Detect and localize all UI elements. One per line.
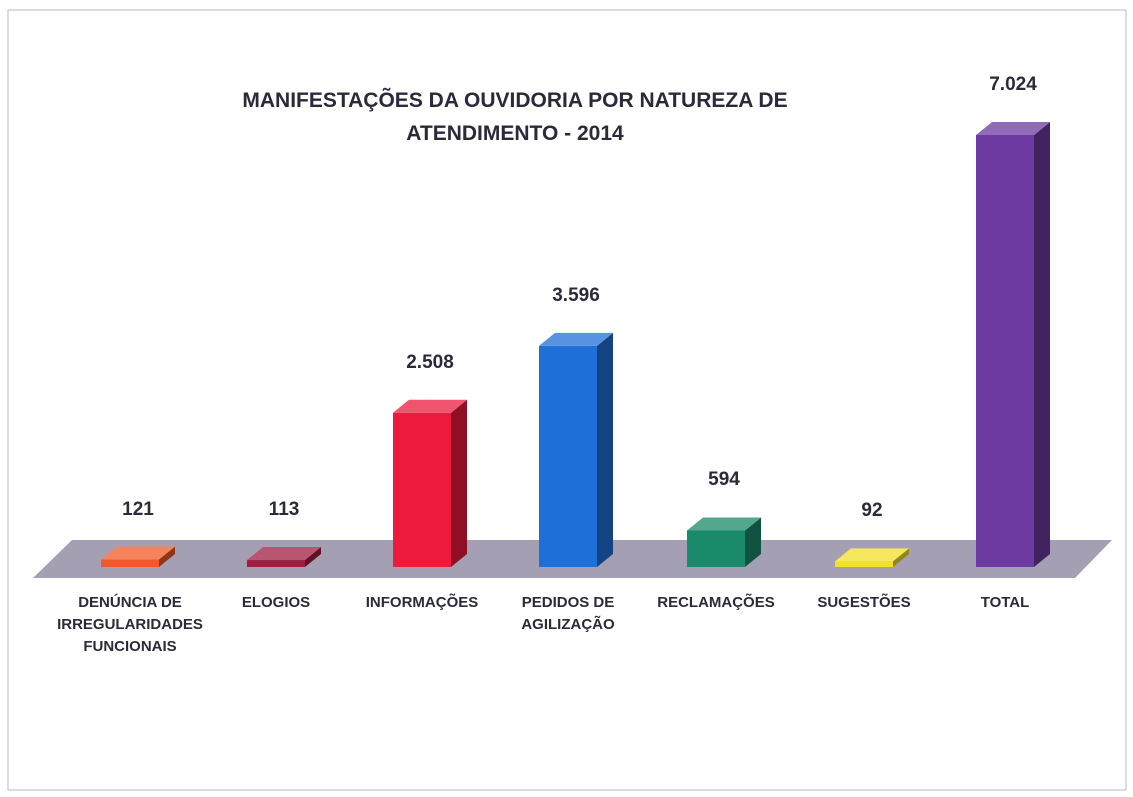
value-label: 2.508 (406, 351, 454, 373)
bar-front (976, 135, 1034, 567)
bar-side (1034, 122, 1050, 567)
x-tick-label: SUGESTÕES (817, 594, 911, 611)
frame (7, 9, 1127, 791)
bar-front (539, 345, 597, 567)
bar-front (247, 560, 305, 567)
bar-top (101, 546, 175, 560)
bar-front (393, 412, 451, 567)
value-label: 121 (122, 498, 154, 520)
bar-top (393, 399, 467, 413)
bar-top (835, 548, 909, 562)
bar (687, 517, 761, 567)
bar-front (687, 530, 745, 567)
bar-side (745, 517, 761, 567)
bar (835, 548, 909, 567)
bar (247, 547, 321, 567)
bar-side (451, 399, 467, 567)
chart-title: MANIFESTAÇÕES DA OUVIDORIA POR NATUREZA … (242, 89, 788, 145)
bar (539, 332, 613, 567)
bar-top (539, 332, 613, 346)
x-tick-label: DENÚNCIA DE IRREGULARIDADES FUNCIONAIS (57, 594, 203, 655)
x-tick-label: INFORMAÇÕES (365, 594, 479, 611)
bar (393, 399, 467, 567)
bar-side (159, 546, 175, 567)
value-label: 594 (708, 469, 740, 491)
x-tick-label: ELOGIOS (241, 594, 311, 611)
x-tick-label: PEDIDOS DE AGILIZAÇÃO (521, 594, 615, 633)
bar-top (687, 517, 761, 531)
bar (101, 546, 175, 567)
value-label: 113 (268, 499, 300, 521)
bar-side (597, 332, 613, 567)
value-label: 92 (861, 500, 883, 522)
x-tick-label: RECLAMAÇÕES (657, 594, 775, 611)
bar-side (893, 548, 909, 567)
bar-top (976, 122, 1050, 135)
bar-side (305, 547, 321, 567)
bar-top (247, 547, 321, 561)
bar-front (101, 559, 159, 567)
x-tick-label: TOTAL (980, 594, 1030, 611)
bar (976, 122, 1050, 567)
value-label: 7.024 (989, 74, 1037, 95)
value-label: 3.596 (552, 284, 600, 306)
bar-front (835, 561, 893, 567)
